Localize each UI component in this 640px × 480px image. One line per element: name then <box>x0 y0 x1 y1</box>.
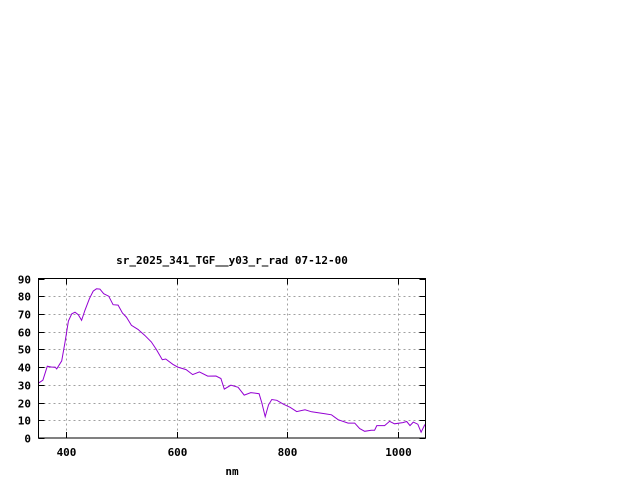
tick-labels: 400 600 800 1000 0 10 20 30 40 50 60 70 80 90 <box>18 274 412 460</box>
grid <box>38 278 426 438</box>
y-tick-label: 10 <box>18 415 31 428</box>
x-tick-label: 800 <box>278 446 298 459</box>
y-tick-label: 40 <box>18 362 31 375</box>
x-tick-label: 1000 <box>385 446 412 459</box>
y-tick-label: 80 <box>18 291 31 304</box>
plot-frame <box>38 278 426 439</box>
y-tick-label: 30 <box>18 380 31 393</box>
y-tick-label: 70 <box>18 309 31 322</box>
y-tick-label: 60 <box>18 327 31 340</box>
chart-title: sr_2025_341_TGF__y03_r_rad 07-12-00 <box>116 254 348 267</box>
y-tick-label: 90 <box>18 274 31 287</box>
ticks <box>38 278 426 439</box>
x-tick-label: 600 <box>168 446 188 459</box>
y-tick-label: 50 <box>18 344 31 357</box>
x-axis-label: nm <box>225 465 239 478</box>
y-tick-label: 0 <box>24 433 31 446</box>
series-line <box>38 288 426 434</box>
y-tick-label: 20 <box>18 398 31 411</box>
x-tick-label: 400 <box>57 446 77 459</box>
